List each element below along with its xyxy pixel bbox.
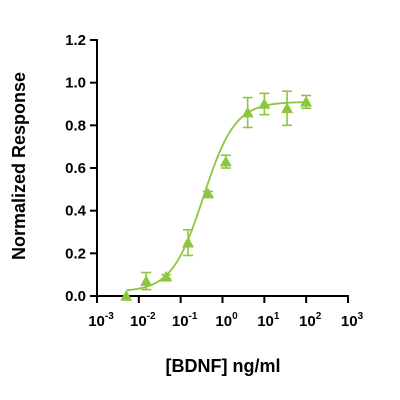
data-point (281, 102, 294, 114)
fit-curve (126, 101, 307, 292)
y-tick-label: 0.6 (65, 160, 86, 177)
data-points-group (120, 90, 313, 301)
data-point (258, 98, 271, 109)
y-tick-label: 1.2 (65, 32, 86, 49)
y-tick-label: 0.2 (65, 245, 86, 262)
y-tick-label: 0.4 (65, 203, 87, 220)
data-point (201, 187, 214, 199)
data-point (120, 290, 133, 301)
y-tick-label: 0.0 (65, 288, 86, 305)
data-point (160, 270, 173, 282)
y-axis-title: Normalized Response (9, 72, 29, 260)
axes: 0.0 0.2 0.4 0.6 0.8 1.0 1.2 10-3 10-2 10-1 100 101 1… (65, 32, 363, 330)
x-axis-title: [BDNF] ng/ml (166, 356, 281, 376)
x-tick-label: 10-2 (130, 311, 156, 330)
y-tick-label: 0.8 (65, 117, 86, 134)
data-point (140, 275, 153, 286)
x-tick-label: 100 (215, 311, 238, 330)
x-tick-label: 10-3 (88, 311, 114, 330)
data-point (241, 106, 254, 118)
x-tick-label: 101 (257, 311, 280, 330)
fit-curve-group (126, 101, 307, 292)
x-tick-label: 102 (299, 311, 322, 330)
data-point (300, 95, 313, 107)
data-point (219, 155, 232, 167)
data-point (182, 236, 195, 248)
y-tick-label: 1.0 (65, 75, 86, 92)
x-tick-label: 103 (341, 311, 364, 330)
x-tick-label: 10-1 (172, 311, 198, 330)
